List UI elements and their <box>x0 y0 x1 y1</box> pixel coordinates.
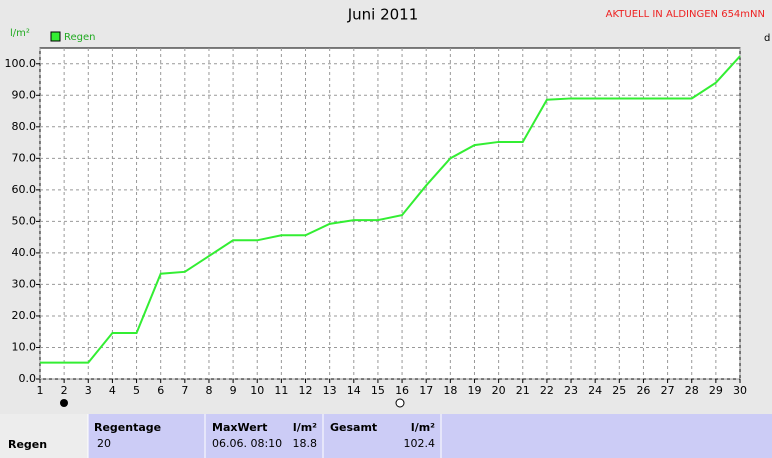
x-tick-label: 17 <box>419 384 433 397</box>
x-tick-label: 13 <box>323 384 337 397</box>
x-tick-label: 27 <box>661 384 675 397</box>
x-tick-label: 6 <box>157 384 164 397</box>
line <box>40 55 741 364</box>
table <box>0 414 772 458</box>
y-axis-label: l/m² <box>10 28 30 39</box>
x-tick-label: 12 <box>299 384 313 397</box>
table-header: MaxWert <box>212 421 267 434</box>
y-tick-label: 80.0 <box>12 120 37 133</box>
x-tick-label: 2 <box>61 384 68 397</box>
x-tick-label: 23 <box>564 384 578 397</box>
table-header: Regentage <box>94 421 161 434</box>
x-tick-label: 15 <box>371 384 385 397</box>
x-tick-label: 3 <box>85 384 92 397</box>
table-cell <box>0 414 88 458</box>
x-tick-label: 29 <box>709 384 723 397</box>
y-tick-label: 60.0 <box>12 183 37 196</box>
marker <box>60 399 68 407</box>
x-tick-label: 30 <box>733 384 747 397</box>
x-tick-label: 1 <box>37 384 44 397</box>
x-tick-label: 26 <box>636 384 650 397</box>
y-tick-label: 40.0 <box>12 246 37 259</box>
x-tick-label: 18 <box>443 384 457 397</box>
y-tick-label: 70.0 <box>12 151 37 164</box>
x-tick-label: 24 <box>588 384 602 397</box>
legend-label: Regen <box>64 32 96 43</box>
plot-area <box>39 47 741 380</box>
table-header: l/m² <box>293 421 317 434</box>
table-value: 20 <box>97 437 111 450</box>
chart-subtitle: AKTUELL IN ALDINGEN 654mNN <box>606 9 765 20</box>
x-tick-label: 21 <box>516 384 530 397</box>
x-axis-label: d <box>764 33 770 44</box>
marker <box>395 398 405 408</box>
x-tick-label: 14 <box>347 384 361 397</box>
y-tick-label: 100.0 <box>5 57 37 70</box>
y-tick-label: 50.0 <box>12 214 37 227</box>
table-value: 06.06. 08:10 <box>212 437 282 450</box>
x-tick-label: 25 <box>612 384 626 397</box>
table-row-label: Regen <box>8 438 47 451</box>
x-tick-label: 22 <box>540 384 554 397</box>
table-header: Gesamt <box>330 421 377 434</box>
y-tick-label: 10.0 <box>12 340 37 353</box>
table-header: l/m² <box>411 421 435 434</box>
legend-swatch <box>50 31 61 42</box>
x-tick-label: 20 <box>492 384 506 397</box>
x-tick-label: 5 <box>133 384 140 397</box>
x-tick-label: 10 <box>250 384 264 397</box>
x-tick-label: 9 <box>230 384 237 397</box>
table-value: 102.4 <box>404 437 436 450</box>
y-tick-label: 30.0 <box>12 277 37 290</box>
x-tick-label: 19 <box>467 384 481 397</box>
y-tick-label: 90.0 <box>12 88 37 101</box>
table-value: 18.8 <box>293 437 318 450</box>
y-tick-label: 20.0 <box>12 309 37 322</box>
x-tick-label: 11 <box>274 384 288 397</box>
y-tick-label: 0.0 <box>19 372 37 385</box>
x-tick-label: 7 <box>181 384 188 397</box>
x-tick-label: 16 <box>395 384 409 397</box>
x-tick-label: 8 <box>205 384 212 397</box>
chart-title: Juni 2011 <box>347 6 419 24</box>
x-tick-label: 4 <box>109 384 116 397</box>
x-tick-label: 28 <box>685 384 699 397</box>
